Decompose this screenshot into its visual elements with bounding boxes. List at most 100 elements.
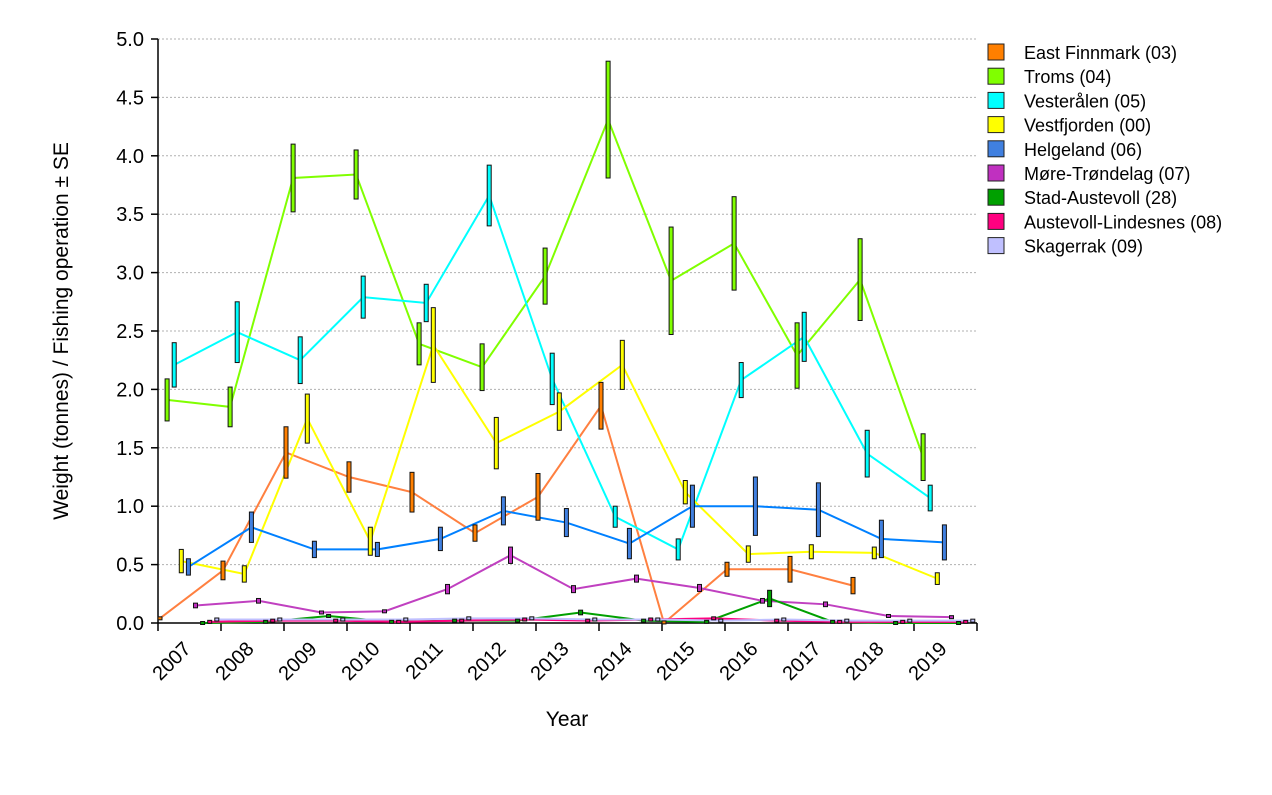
- error-bar: [248, 511, 254, 543]
- y-tick-label: 0.0: [116, 613, 144, 635]
- error-bar: [333, 618, 339, 623]
- error-bar: [605, 60, 611, 179]
- error-bar: [374, 541, 380, 557]
- error-bar: [193, 602, 198, 609]
- error-bar: [774, 618, 780, 623]
- error-bar: [844, 618, 850, 623]
- error-bar: [731, 196, 737, 291]
- error-bar: [304, 393, 310, 444]
- error-bar: [893, 621, 899, 625]
- error-bar: [949, 615, 954, 620]
- error-bar: [718, 618, 724, 623]
- legend-swatch: [987, 212, 1005, 230]
- legend-label: Vesterålen (05): [1024, 91, 1146, 111]
- error-bar: [815, 482, 821, 538]
- legend-swatch: [987, 43, 1005, 61]
- error-bar: [515, 618, 521, 623]
- error-bar: [549, 352, 555, 406]
- error-bar: [697, 583, 702, 592]
- error-bar: [346, 461, 352, 493]
- error-bar: [592, 617, 598, 622]
- error-bar: [675, 538, 681, 561]
- error-bar: [634, 574, 639, 583]
- error-bar: [326, 613, 332, 618]
- error-bar: [920, 433, 926, 482]
- error-bar: [963, 619, 969, 624]
- legend-label: Helgeland (06): [1024, 140, 1142, 160]
- legend-swatch: [987, 140, 1005, 158]
- error-bar: [878, 519, 884, 559]
- error-bar: [934, 572, 940, 585]
- legend-label: Møre-Trøndelag (07): [1024, 164, 1190, 184]
- legend-swatch: [987, 116, 1005, 134]
- error-bar: [234, 301, 240, 364]
- error-bar: [801, 311, 807, 362]
- error-bar: [263, 619, 269, 624]
- x-tick-label: 2016: [716, 638, 763, 685]
- error-bar: [382, 609, 387, 614]
- y-tick-label: 3.5: [116, 204, 144, 226]
- error-bar: [522, 617, 528, 622]
- y-tick-label: 1.5: [116, 438, 144, 460]
- error-bar: [956, 621, 962, 625]
- error-bars: [157, 60, 976, 625]
- error-bar: [542, 247, 548, 305]
- x-tick-label: 2017: [779, 638, 826, 685]
- error-bar: [452, 618, 458, 623]
- legend-swatch: [987, 237, 1005, 255]
- error-bar: [319, 610, 324, 615]
- legend-swatch: [987, 67, 1005, 85]
- error-bar: [711, 616, 717, 621]
- error-bar: [164, 378, 170, 422]
- error-bar: [493, 416, 499, 470]
- error-bar: [864, 429, 870, 478]
- error-bar: [403, 617, 409, 622]
- y-tick-label: 5.0: [116, 29, 144, 51]
- error-bar: [367, 526, 373, 556]
- error-bar: [437, 526, 443, 552]
- error-bar: [612, 505, 618, 528]
- error-bar: [445, 583, 450, 595]
- error-bar: [479, 343, 485, 392]
- y-tick-label: 4.0: [116, 146, 144, 168]
- error-bar: [857, 238, 863, 321]
- error-bar: [200, 621, 206, 625]
- error-bar: [472, 524, 478, 542]
- error-bar: [668, 226, 674, 336]
- error-bar: [767, 589, 773, 608]
- legend-swatch: [987, 188, 1005, 206]
- error-bar: [396, 619, 402, 624]
- x-tick-label: 2010: [338, 638, 385, 685]
- legend-swatch: [987, 91, 1005, 109]
- error-bar: [787, 555, 793, 583]
- error-bar: [178, 548, 184, 574]
- error-bar: [704, 619, 710, 624]
- y-tick-label: 4.5: [116, 87, 144, 109]
- error-bar: [655, 617, 661, 622]
- x-tick-label: 2018: [842, 638, 889, 685]
- error-bar: [585, 618, 591, 623]
- legend-label: Stad-Austevoll (28): [1024, 188, 1177, 208]
- error-bar: [808, 544, 814, 560]
- error-bar: [207, 619, 213, 624]
- y-tick-label: 1.0: [116, 496, 144, 518]
- legend-label: Vestfjorden (00): [1024, 116, 1151, 136]
- error-bar: [360, 275, 366, 319]
- error-bar: [423, 283, 429, 323]
- error-bar: [220, 560, 226, 581]
- error-bar: [745, 545, 751, 563]
- error-bar: [297, 336, 303, 385]
- x-tick-label: 2014: [590, 638, 637, 685]
- error-bar: [682, 480, 688, 505]
- y-tick-label: 3.0: [116, 263, 144, 285]
- error-bar: [794, 322, 800, 389]
- error-bar: [185, 558, 191, 576]
- error-bar: [270, 618, 276, 623]
- error-bar: [907, 618, 913, 623]
- error-bar: [661, 620, 667, 625]
- error-bar: [641, 618, 647, 623]
- error-bar: [290, 143, 296, 213]
- error-bar: [619, 339, 625, 390]
- series-line: [181, 342, 938, 580]
